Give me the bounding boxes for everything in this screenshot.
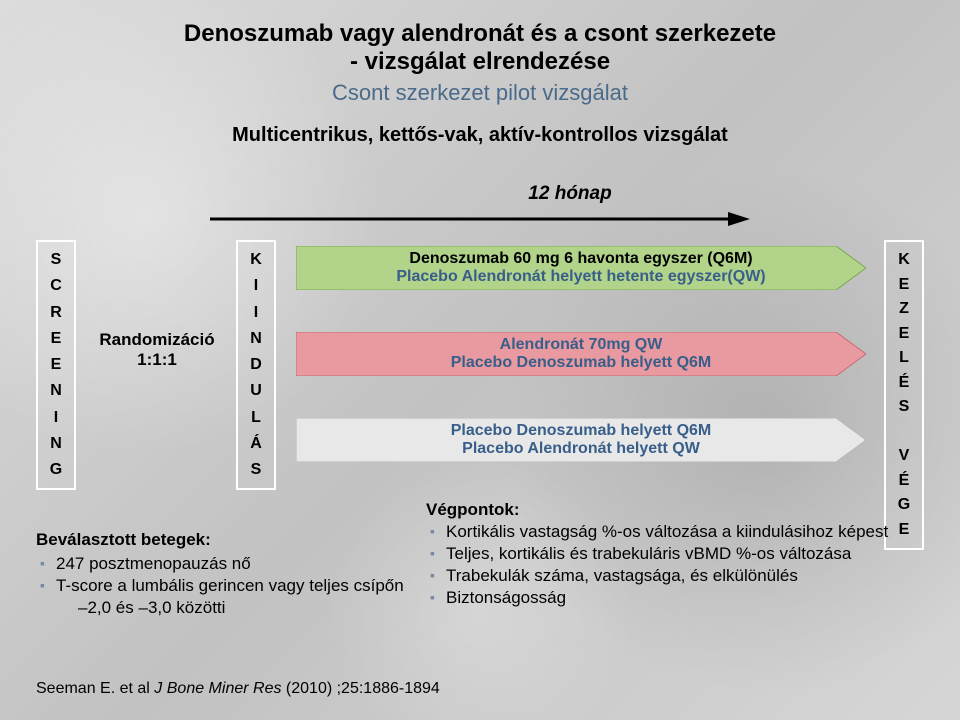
title-block: Denoszumab vagy alendronát és a csont sz… <box>0 0 960 80</box>
randomization-label: Randomizáció 1:1:1 <box>92 330 222 370</box>
arm-placebo: Placebo Denoszumab helyett Q6M Placebo A… <box>296 418 866 462</box>
citation-journal: J Bone Miner Res <box>154 680 281 697</box>
citation: Seeman E. et al J Bone Miner Res (2010) … <box>36 680 440 698</box>
selected-sub: –2,0 és –3,0 közötti <box>78 598 456 618</box>
arm3-line2: Placebo Alendronát helyett QW <box>462 440 700 458</box>
title-line2: - vizsgálat elrendezése <box>0 48 960 76</box>
arm1-line2: Placebo Alendronát helyett hetente egysz… <box>396 268 765 286</box>
randomization-text: Randomizáció <box>92 330 222 350</box>
timeline-arrow <box>210 210 750 228</box>
citation-rest: (2010) ;25:1886-1894 <box>281 680 439 697</box>
title-line1: Denoszumab vagy alendronát és a csont sz… <box>0 20 960 48</box>
endpoints-list: Kortikális vastagság %-os változása a ki… <box>426 522 926 608</box>
selected-item: 247 posztmenopauzás nő <box>56 554 456 574</box>
selected-header: Beválasztott betegek: <box>36 530 456 550</box>
arm2-line2: Placebo Denoszumab helyett Q6M <box>451 354 712 372</box>
kiindulas-box: KIINDULÁS <box>236 240 276 490</box>
arm-alendronate: Alendronát 70mg QW Placebo Denoszumab he… <box>296 332 866 376</box>
selected-item: T-score a lumbális gerincen vagy teljes … <box>56 576 456 596</box>
endpoints: Végpontok: Kortikális vastagság %-os vál… <box>426 500 926 610</box>
screening-box: SCREENING <box>36 240 76 490</box>
endpoint-item: Kortikális vastagság %-os változása a ki… <box>446 522 926 542</box>
flow-type: Multicentrikus, kettős-vak, aktív-kontro… <box>0 124 960 147</box>
subtitle: Csont szerkezet pilot vizsgálat <box>0 80 960 106</box>
selected-patients: Beválasztott betegek: 247 posztmenopauzá… <box>36 530 456 618</box>
citation-author: Seeman E. et al <box>36 680 154 697</box>
endpoint-item: Biztonságosság <box>446 588 926 608</box>
duration-label: 12 hónap <box>360 183 780 205</box>
endpoints-header: Végpontok: <box>426 500 926 520</box>
endpoint-item: Trabekulák száma, vastagsága, és elkülön… <box>446 566 926 586</box>
arm1-line1: Denoszumab 60 mg 6 havonta egyszer (Q6M) <box>409 250 752 268</box>
arm3-line1: Placebo Denoszumab helyett Q6M <box>451 422 712 440</box>
selected-list: 247 posztmenopauzás nőT-score a lumbális… <box>36 554 456 618</box>
randomization-ratio: 1:1:1 <box>92 350 222 370</box>
endpoint-item: Teljes, kortikális és trabekuláris vBMD … <box>446 544 926 564</box>
arm-denosumab: Denoszumab 60 mg 6 havonta egyszer (Q6M)… <box>296 246 866 290</box>
arm2-line1: Alendronát 70mg QW <box>500 336 663 354</box>
